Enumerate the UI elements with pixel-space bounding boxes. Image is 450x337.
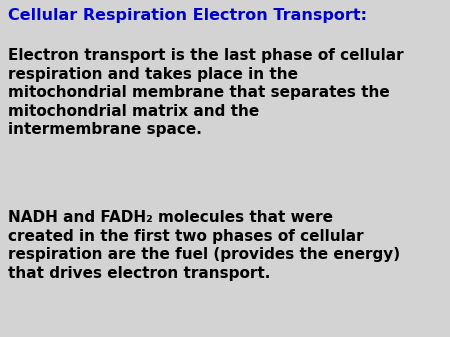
Text: NADH and FADH₂ molecules that were
created in the first two phases of cellular
r: NADH and FADH₂ molecules that were creat… bbox=[8, 210, 400, 281]
Text: Electron transport is the last phase of cellular
respiration and takes place in : Electron transport is the last phase of … bbox=[8, 48, 404, 137]
Text: Cellular Respiration Electron Transport:: Cellular Respiration Electron Transport: bbox=[8, 8, 367, 23]
